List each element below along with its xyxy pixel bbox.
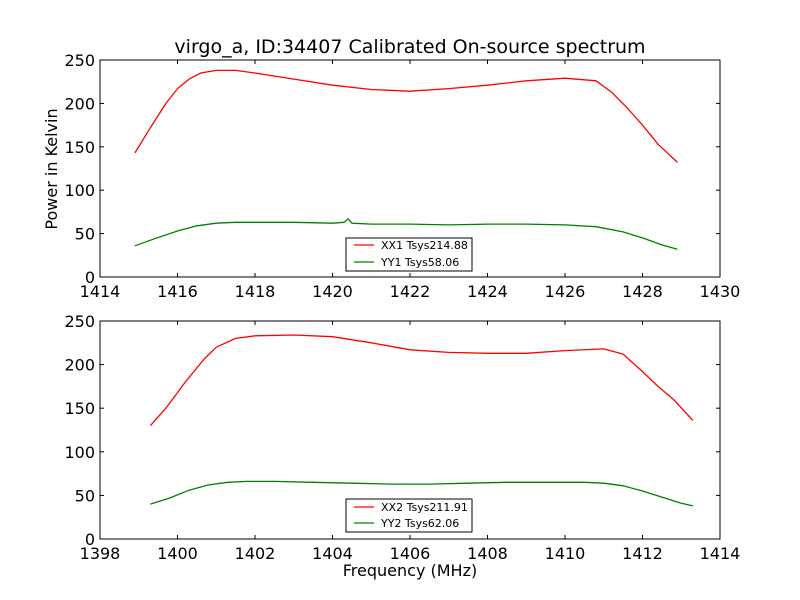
chart-title: virgo_a, ID:34407 Calibrated On-source s… <box>174 36 645 58</box>
legend-label-yy1: YY1 Tsys58.06 <box>380 256 459 269</box>
y-tick-label: 250 <box>64 51 95 70</box>
y-tick-label: 100 <box>64 443 95 462</box>
series-line-xx2 <box>149 334 694 427</box>
legend-box <box>345 498 473 533</box>
legend-label-xx1: XX1 Tsys214.88 <box>381 239 468 252</box>
x-tick-label: 1426 <box>545 282 586 301</box>
x-tick-label: 1408 <box>467 544 508 563</box>
y-tick-label: 200 <box>64 94 95 113</box>
x-tick-label: 1410 <box>545 544 586 563</box>
x-tick-label: 1416 <box>157 282 198 301</box>
y-tick-group: 0 50 100 150 200 250 <box>64 51 720 287</box>
bottom-subplot: Frequency (MHz) 1398 1400 1402 1404 1406 1408… <box>64 312 740 580</box>
x-tick-label: 1398 <box>80 544 121 563</box>
x-tick-label: 1428 <box>622 282 663 301</box>
legend: XX2 Tsys211.91 YY2 Tsys62.06 <box>345 498 473 533</box>
y-tick-label: 50 <box>75 486 95 505</box>
series-line-yy1 <box>134 218 678 250</box>
legend-box <box>345 237 473 272</box>
x-tick-label: 1406 <box>390 544 431 563</box>
y-tick-label: 150 <box>64 138 95 157</box>
y-tick-label: 100 <box>64 181 95 200</box>
x-tick-label: 1420 <box>312 282 353 301</box>
x-tick-label: 1418 <box>235 282 276 301</box>
legend-label-xx2: XX2 Tsys211.91 <box>381 501 468 514</box>
legend-label-yy2: YY2 Tsys62.06 <box>380 517 459 530</box>
y-tick-label: 250 <box>64 312 95 331</box>
x-tick-group: 1414 1416 1418 1420 1422 1424 1426 1428 1430 <box>80 60 741 301</box>
y-tick-label: 200 <box>64 356 95 375</box>
x-tick-label: 1400 <box>157 544 198 563</box>
x-tick-label: 1414 <box>80 282 121 301</box>
x-tick-label: 1412 <box>622 544 663 563</box>
x-tick-label: 1414 <box>700 544 741 563</box>
y-tick-label: 150 <box>64 399 95 418</box>
x-tick-label: 1424 <box>467 282 508 301</box>
x-tick-label: 1402 <box>235 544 276 563</box>
series-group <box>134 69 678 250</box>
y-axis-title: Power in Kelvin <box>42 108 61 229</box>
legend: XX1 Tsys214.88 YY1 Tsys58.06 <box>345 237 473 272</box>
y-tick-group: 0 50 100 150 200 250 <box>64 312 720 549</box>
top-subplot: virgo_a, ID:34407 Calibrated On-source s… <box>42 36 740 301</box>
x-axis-title: Frequency (MHz) <box>343 561 477 580</box>
series-line-xx1 <box>134 69 678 163</box>
y-tick-label: 50 <box>75 225 95 244</box>
x-tick-label: 1430 <box>700 282 741 301</box>
y-tick-label: 0 <box>85 530 95 549</box>
series-group <box>149 334 694 507</box>
x-tick-label: 1404 <box>312 544 353 563</box>
x-tick-group: 1398 1400 1402 1404 1406 1408 1410 1412 1414 <box>80 321 741 563</box>
series-line-yy2 <box>150 480 694 507</box>
y-tick-label: 0 <box>85 268 95 287</box>
x-tick-label: 1422 <box>390 282 431 301</box>
